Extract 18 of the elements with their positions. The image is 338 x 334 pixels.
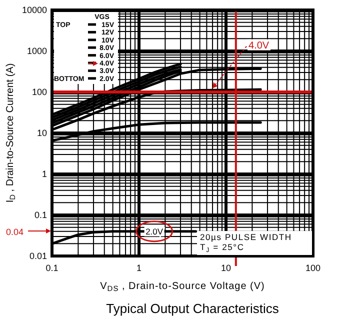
annotation: T$_{J}$ = 25°C <box>200 242 244 254</box>
text: Typical Output Characteristics <box>106 301 280 316</box>
y-tick-label: 0.1 <box>34 210 47 220</box>
x-tick-label: 100 <box>305 263 321 273</box>
annotation: 20µs PULSE WIDTH <box>200 232 292 242</box>
text: 0.04 <box>6 227 24 237</box>
x-tick-label: 0.1 <box>46 263 58 273</box>
y-tick-label: 10000 <box>22 5 47 15</box>
x-tick-label: 10 <box>220 263 232 273</box>
y-tick-label: 1 <box>42 169 47 179</box>
annotation: 4.0V <box>248 40 270 52</box>
x-axis-title: V$_{DS}$ , Drain-to-Source Voltage (V) <box>100 281 265 293</box>
y-tick-label: 100 <box>32 87 47 97</box>
y-tick-label: 1000 <box>26 46 47 56</box>
annotation: 2.0V <box>146 226 164 236</box>
y-tick-label: 10 <box>36 128 47 138</box>
y-tick-label: 0.01 <box>29 251 47 261</box>
x-tick-label: 1 <box>136 263 142 273</box>
